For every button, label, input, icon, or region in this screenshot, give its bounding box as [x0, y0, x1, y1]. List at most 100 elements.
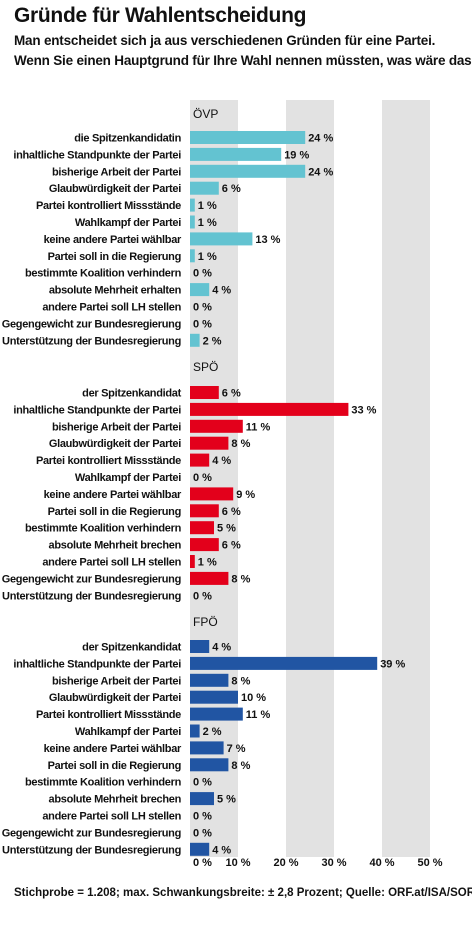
value-label: 24 %	[308, 166, 333, 178]
bar	[190, 504, 219, 518]
value-label: 5 %	[217, 794, 236, 806]
category-label: der Spitzenkandidat	[82, 642, 181, 654]
bar	[190, 571, 229, 585]
category-label: inhaltliche Standpunkte der Partei	[13, 149, 181, 161]
value-label: 6 %	[222, 540, 241, 552]
bar	[190, 521, 214, 535]
category-label: der Spitzenkandidat	[82, 388, 181, 400]
value-label: 0 %	[193, 302, 212, 314]
bar	[190, 656, 378, 670]
category-label: die Spitzenkandidatin	[74, 133, 181, 145]
value-label: 0 %	[193, 472, 212, 484]
bar	[190, 232, 253, 246]
x-tick-label: 30 %	[321, 857, 346, 869]
value-label: 4 %	[212, 844, 231, 856]
bar	[190, 538, 219, 552]
bar	[190, 555, 195, 568]
value-label: 1 %	[198, 557, 217, 569]
category-label: andere Partei soll LH stellen	[42, 811, 181, 823]
bar	[190, 690, 238, 704]
value-label: 8 %	[231, 438, 250, 450]
chart-subtitle-line-1: Man entscheidet sich ja aus verschiedene…	[14, 33, 436, 48]
value-label: 4 %	[212, 285, 231, 297]
category-label: andere Partei soll LH stellen	[42, 302, 181, 314]
category-label: Glaubwürdigkeit der Partei	[49, 692, 181, 704]
category-label: bisherige Arbeit der Partei	[52, 421, 181, 433]
value-label: 0 %	[193, 590, 212, 602]
value-label: 19 %	[284, 149, 309, 161]
category-label: Gegengewicht zur Bundesregierung	[2, 573, 181, 585]
bar	[190, 792, 214, 806]
bar	[190, 419, 243, 433]
value-label: 6 %	[222, 388, 241, 400]
value-label: 0 %	[193, 811, 212, 823]
value-label: 8 %	[231, 675, 250, 687]
category-label: Partei soll in die Regierung	[48, 760, 181, 772]
category-label: Unterstützung der Bundesregierung	[2, 590, 181, 602]
category-label: keine andere Partei wählbar	[44, 743, 182, 755]
value-label: 13 %	[255, 234, 280, 246]
category-label: bestimmte Koalition verhindern	[25, 523, 182, 535]
category-label: bestimmte Koalition verhindern	[25, 268, 182, 280]
bar	[190, 487, 234, 501]
x-tick-label: 50 %	[417, 857, 442, 869]
bar	[190, 215, 195, 229]
value-label: 8 %	[231, 760, 250, 772]
category-label: Glaubwürdigkeit der Partei	[49, 183, 181, 195]
group-label: FPÖ	[193, 615, 218, 629]
x-tick-label: 10 %	[225, 857, 250, 869]
category-label: Partei kontrolliert Missstände	[36, 455, 181, 467]
bar	[190, 842, 210, 856]
category-label: keine andere Partei wählbar	[44, 234, 182, 246]
bar	[190, 249, 195, 263]
grid-band	[286, 100, 334, 857]
value-label: 39 %	[380, 658, 405, 670]
bar	[190, 741, 224, 755]
category-label: bisherige Arbeit der Partei	[52, 166, 181, 178]
value-label: 1 %	[198, 217, 217, 229]
value-label: 2 %	[203, 335, 222, 347]
category-label: absolute Mehrheit erhalten	[49, 285, 182, 297]
category-label: Unterstützung der Bundesregierung	[2, 335, 181, 347]
bar	[190, 640, 210, 653]
bar	[190, 707, 243, 721]
category-label: Glaubwürdigkeit der Partei	[49, 438, 181, 450]
category-label: Partei soll in die Regierung	[48, 251, 181, 263]
category-label: bisherige Arbeit der Partei	[52, 675, 181, 687]
bar	[190, 386, 219, 399]
bar	[190, 147, 282, 161]
value-label: 11 %	[246, 709, 271, 721]
category-label: Gegengewicht zur Bundesregierung	[2, 318, 181, 330]
value-label: 24 %	[308, 133, 333, 145]
chart-subtitle-line-2: Wenn Sie einen Hauptgrund für Ihre Wahl …	[14, 53, 472, 68]
value-label: 4 %	[212, 642, 231, 654]
category-label: keine andere Partei wählbar	[44, 489, 182, 501]
category-label: Wahlkampf der Partei	[75, 726, 181, 738]
category-label: absolute Mehrheit brechen	[49, 794, 182, 806]
category-label: absolute Mehrheit brechen	[49, 540, 182, 552]
value-label: 1 %	[198, 200, 217, 212]
value-label: 1 %	[198, 251, 217, 263]
group-label: ÖVP	[193, 107, 218, 121]
grid-band	[382, 100, 430, 857]
value-label: 7 %	[227, 743, 246, 755]
bar	[190, 181, 219, 195]
value-label: 6 %	[222, 183, 241, 195]
value-label: 33 %	[351, 404, 376, 416]
grid-band	[334, 100, 382, 857]
bar	[190, 198, 195, 212]
bar	[190, 758, 229, 772]
grid-band	[238, 100, 286, 857]
category-label: inhaltliche Standpunkte der Partei	[13, 658, 181, 670]
bar	[190, 131, 306, 144]
source-note: Stichprobe = 1.208; max. Schwankungsbrei…	[14, 887, 472, 899]
value-label: 8 %	[231, 573, 250, 585]
category-label: Gegengewicht zur Bundesregierung	[2, 827, 181, 839]
value-label: 0 %	[193, 777, 212, 789]
bar	[190, 333, 200, 347]
bar	[190, 402, 349, 416]
bar	[190, 436, 229, 450]
value-label: 5 %	[217, 523, 236, 535]
category-label: Partei kontrolliert Missstände	[36, 709, 181, 721]
x-tick-label: 20 %	[273, 857, 298, 869]
